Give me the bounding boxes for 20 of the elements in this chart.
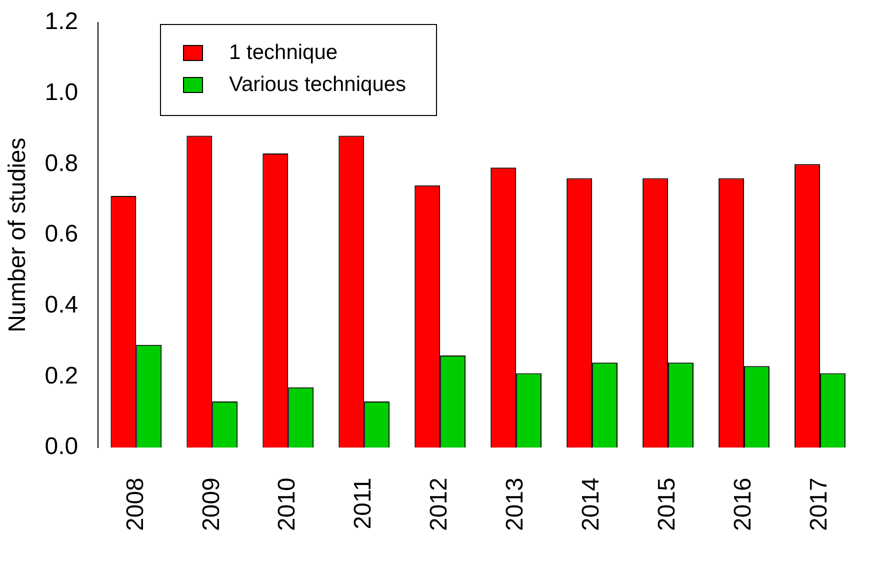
y-tick-label: 0.4 — [44, 292, 78, 318]
y-axis-title: Number of studies — [4, 138, 32, 332]
legend-label: 1 technique — [229, 41, 338, 65]
x-tick-label: 2012 — [426, 478, 453, 531]
x-tick-label: 2009 — [198, 478, 225, 531]
x-tick-label: 2011 — [350, 478, 377, 530]
x-tick-label: 2017 — [806, 478, 833, 531]
x-tick-label: 2008 — [122, 478, 149, 531]
y-tick-label: 0.0 — [44, 433, 78, 460]
legend-label: Various techniques — [229, 73, 406, 97]
y-tick-label: 1.2 — [44, 8, 78, 36]
y-tick-label: 0.2 — [44, 362, 78, 390]
y-tick-label: 1.0 — [44, 78, 78, 106]
x-tick-label: 2014 — [578, 478, 605, 531]
x-tick-label: 2010 — [274, 478, 301, 531]
y-tick-label: 0.8 — [44, 150, 78, 177]
x-tick-label: 2015 — [654, 478, 681, 531]
x-tick-label: 2016 — [730, 478, 757, 531]
x-tick-label: 2013 — [502, 478, 529, 531]
y-tick-label: 0.6 — [44, 220, 78, 248]
